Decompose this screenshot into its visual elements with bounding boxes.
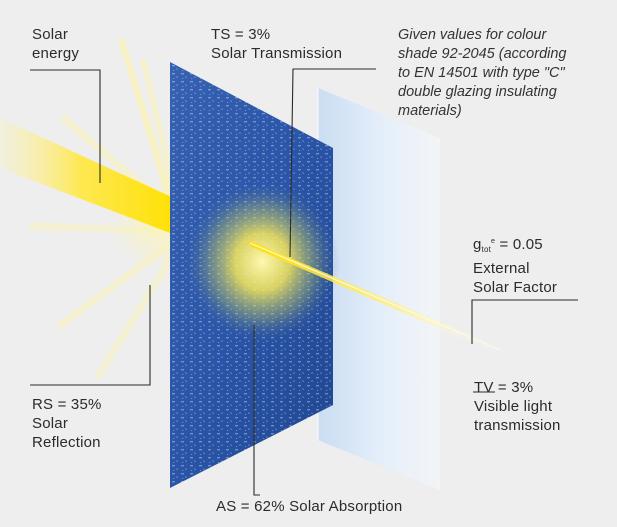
solar-transmission-label: TS = 3% Solar Transmission (211, 26, 343, 62)
rear-glass-pane (318, 88, 440, 490)
solar-factor-label: gtote = 0.05 External Solar Factor (473, 232, 557, 297)
absorption-glow (184, 180, 340, 344)
values-note: Given values for colour shade 92-2045 (a… (398, 27, 567, 119)
visible-transmission-label: TV = 3% Visible light transmission (474, 379, 561, 434)
g-value-line: gtote = 0.05 (473, 236, 543, 254)
leader-lines (30, 68, 578, 496)
solar-absorption-label: AS = 62% Solar Absorption (216, 498, 403, 515)
solar-reflection-label: RS = 35% Solar Reflection (32, 396, 102, 451)
solar-energy-label: Solar energy (32, 26, 80, 62)
incoming-sunbeam (0, 118, 178, 236)
